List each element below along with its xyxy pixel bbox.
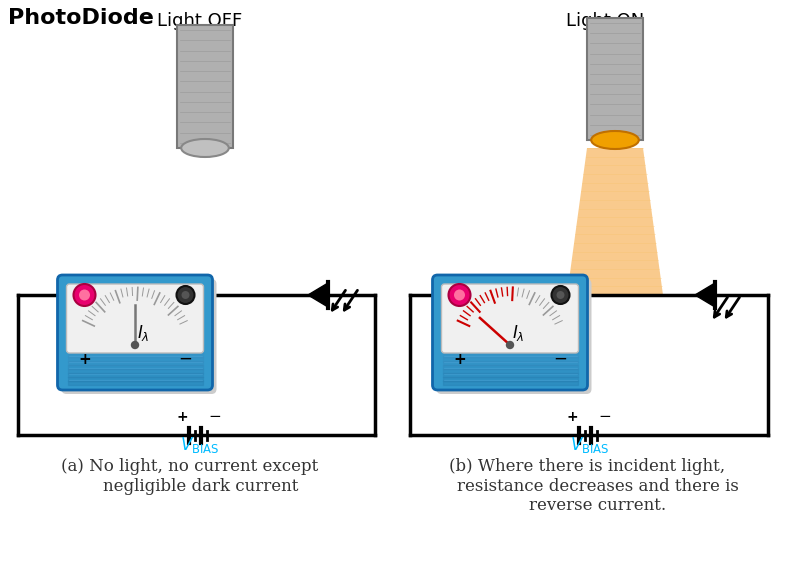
Text: Light ON: Light ON (566, 12, 644, 30)
Circle shape (132, 342, 138, 349)
FancyBboxPatch shape (67, 284, 203, 353)
Ellipse shape (591, 131, 639, 149)
Text: +: + (176, 410, 188, 424)
Ellipse shape (181, 139, 228, 157)
FancyBboxPatch shape (61, 279, 217, 394)
Circle shape (79, 290, 90, 301)
Text: −: − (599, 409, 612, 424)
Circle shape (74, 284, 96, 306)
Polygon shape (695, 283, 715, 307)
Text: +: + (78, 352, 91, 367)
Text: (b) Where there is incident light,
    resistance decreases and there is
    rev: (b) Where there is incident light, resis… (436, 458, 739, 514)
FancyBboxPatch shape (177, 25, 233, 148)
Text: PhotoDiode: PhotoDiode (8, 8, 154, 28)
Text: $I_\lambda$: $I_\lambda$ (137, 323, 149, 343)
Text: $V_{\mathrm{BIAS}}$: $V_{\mathrm{BIAS}}$ (570, 435, 610, 455)
FancyBboxPatch shape (433, 275, 587, 390)
FancyBboxPatch shape (587, 18, 643, 140)
Text: +: + (453, 352, 466, 367)
Polygon shape (308, 283, 328, 307)
Circle shape (181, 291, 189, 299)
Polygon shape (567, 148, 663, 295)
FancyBboxPatch shape (441, 284, 579, 353)
Text: −: − (178, 350, 192, 368)
Circle shape (448, 284, 470, 306)
Circle shape (454, 290, 465, 301)
Text: (a) No light, no current except
    negligible dark current: (a) No light, no current except negligib… (61, 458, 319, 495)
Text: −: − (209, 409, 221, 424)
Text: $V_{\mathrm{BIAS}}$: $V_{\mathrm{BIAS}}$ (181, 435, 220, 455)
Circle shape (177, 286, 195, 304)
Circle shape (506, 342, 513, 349)
Circle shape (552, 286, 569, 304)
Text: −: − (553, 350, 568, 368)
Text: +: + (566, 410, 578, 424)
FancyBboxPatch shape (57, 275, 213, 390)
Text: $I_\lambda$: $I_\lambda$ (512, 323, 524, 343)
FancyBboxPatch shape (436, 279, 592, 394)
Text: Light OFF: Light OFF (157, 12, 243, 30)
Circle shape (557, 291, 564, 299)
